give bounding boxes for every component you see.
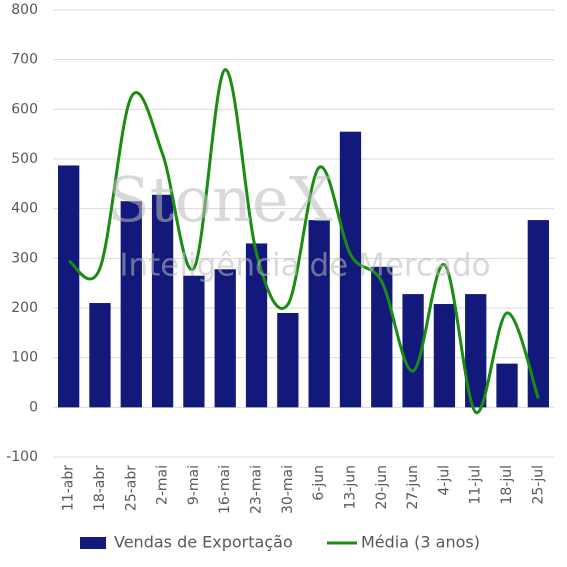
x-tick-label: 18-abr <box>92 465 108 511</box>
bar <box>277 312 299 408</box>
bar <box>245 243 268 408</box>
bar <box>308 220 330 408</box>
x-tick-label: 30-mai <box>280 465 296 514</box>
y-tick-label: 0 <box>29 399 38 415</box>
x-tick-label: 25-jul <box>530 465 546 505</box>
bar <box>183 275 205 408</box>
line <box>67 68 540 414</box>
legend-swatch <box>80 537 106 549</box>
x-tick-label: 16-mai <box>217 465 233 514</box>
bar <box>371 266 393 408</box>
bar <box>402 294 424 408</box>
y-tick-label: 600 <box>11 101 38 117</box>
labels: -100 0 100 200 300 400 500 600 700 800 11-abr 18-ab… <box>6 2 546 552</box>
x-tick-label: 6-jun <box>311 465 327 501</box>
watermark-title: StoneX <box>107 163 332 236</box>
bar <box>58 165 80 408</box>
bar <box>339 131 362 408</box>
x-tick-label: 23-mai <box>249 465 265 514</box>
bar <box>465 294 487 408</box>
x-tick-label: 27-jun <box>405 465 421 510</box>
watermark-subtitle: Inteligência de Mercado <box>119 248 490 284</box>
y-tick-label: 300 <box>11 250 38 266</box>
y-tick-label: 800 <box>11 2 38 18</box>
bar <box>527 220 549 408</box>
x-tick-label: 25-abr <box>123 465 139 511</box>
bars <box>58 131 549 408</box>
bar <box>433 304 456 408</box>
x-tick-label: 11-jul <box>468 465 484 505</box>
y-tick-label: -100 <box>6 449 38 465</box>
bar <box>120 201 142 408</box>
x-tick-label: 4-jul <box>436 465 452 496</box>
bar <box>89 303 111 408</box>
bar <box>151 194 174 408</box>
lines <box>67 68 540 414</box>
y-tick-label: 200 <box>11 300 38 316</box>
bar <box>214 269 236 408</box>
y-tick-label: 100 <box>11 350 38 366</box>
x-tick-label: 2-mai <box>155 465 171 505</box>
x-tick-label: 18-jul <box>499 465 515 505</box>
x-tick-label: 13-jun <box>342 465 358 510</box>
y-tick-label: 400 <box>11 201 38 217</box>
x-tick-label: 9-mai <box>186 465 202 505</box>
y-tick-label: 700 <box>11 52 38 68</box>
x-tick-label: 20-jun <box>374 465 390 510</box>
legend-label: Vendas de Exportação <box>114 533 293 552</box>
bar <box>496 363 518 408</box>
legend-label: Média (3 anos) <box>361 533 480 552</box>
y-tick-label: 500 <box>11 151 38 167</box>
x-tick-label: 11-abr <box>61 465 77 511</box>
